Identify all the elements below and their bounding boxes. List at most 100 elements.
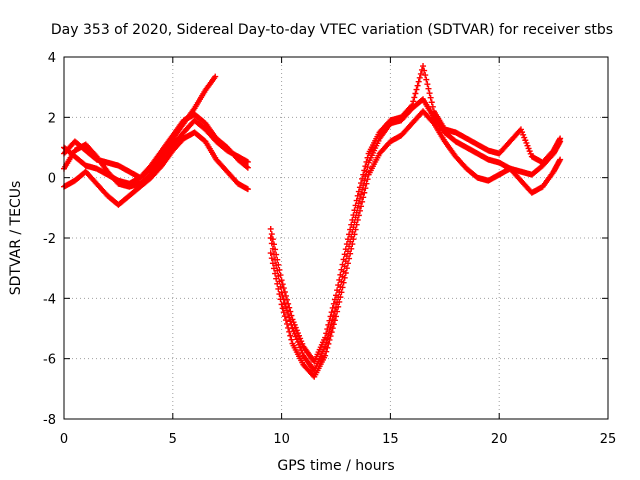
data-point (523, 139, 530, 146)
data-point (351, 207, 358, 214)
data-point (294, 339, 301, 346)
data-point (288, 312, 295, 319)
data-point (361, 167, 368, 174)
data-point (521, 134, 528, 141)
data-point (349, 241, 356, 248)
data-point (286, 328, 293, 335)
data-point (341, 274, 348, 281)
data-point (267, 225, 274, 232)
data-point (243, 163, 250, 170)
data-point (347, 250, 354, 257)
data-point (322, 352, 329, 359)
y-tick-label: 2 (48, 111, 56, 126)
data-point (296, 341, 303, 348)
data-point (337, 271, 344, 278)
data-point (269, 260, 276, 267)
x-tick-label: 25 (600, 432, 617, 447)
data-point (427, 94, 434, 101)
x-tick-label: 10 (273, 432, 290, 447)
data-point (292, 333, 299, 340)
y-tick-label: -4 (43, 292, 56, 307)
data-point (285, 324, 292, 331)
data-point (410, 98, 417, 105)
data-point (411, 94, 418, 101)
data-point (520, 131, 527, 138)
data-point (359, 198, 366, 205)
data-point (268, 255, 275, 262)
data-point (244, 186, 251, 193)
data-point (350, 236, 357, 243)
series-sat-track-2 (61, 96, 564, 374)
data-point (526, 148, 533, 155)
x-tick-label: 0 (60, 432, 68, 447)
data-point (272, 270, 279, 277)
data-point (353, 221, 360, 228)
data-point (351, 231, 358, 238)
data-point (348, 245, 355, 252)
y-tick-label: 0 (48, 172, 56, 187)
data-point (408, 103, 415, 110)
data-point (429, 119, 436, 126)
data-point (524, 142, 531, 149)
data-point (340, 279, 347, 286)
y-tick-label: -2 (43, 232, 56, 247)
data-point (287, 332, 294, 339)
y-axis: -8 -6 -4 -2 0 2 4 (43, 51, 608, 428)
data-point (415, 78, 422, 85)
y-axis-title: SDTVAR / TECUs (8, 181, 24, 296)
data-point (353, 197, 360, 204)
data-point (269, 236, 276, 243)
data-point (420, 63, 427, 70)
data-point (354, 192, 361, 199)
data-point (299, 349, 306, 356)
data-point (293, 336, 300, 343)
data-point (428, 99, 435, 106)
data-point (299, 340, 306, 347)
data-point (286, 304, 293, 311)
data-point (525, 145, 532, 152)
data-point (334, 287, 341, 294)
data-point (363, 180, 370, 187)
data-point (343, 241, 350, 248)
data-point (557, 135, 564, 142)
data-point (277, 272, 284, 279)
data-point (335, 282, 342, 289)
data-point (422, 72, 429, 79)
y-tick-label: -8 (43, 413, 56, 428)
y-tick-label: 4 (48, 51, 56, 66)
data-point (364, 154, 371, 161)
data-point (212, 73, 219, 80)
data-point (527, 150, 534, 157)
data-point (333, 292, 339, 299)
data-point (278, 301, 285, 308)
data-point (281, 313, 288, 320)
data-point (350, 212, 357, 219)
data-point (343, 265, 350, 272)
grid (64, 57, 608, 419)
data-point (244, 164, 251, 171)
data-point (278, 277, 285, 284)
data-point (290, 319, 297, 326)
data-point (327, 333, 334, 340)
data-point (517, 126, 524, 133)
data-point (267, 250, 274, 257)
data-point (361, 189, 368, 196)
data-point (293, 327, 300, 334)
data-point (323, 348, 330, 355)
data-point (355, 212, 362, 219)
data-point (330, 321, 337, 328)
data-point (330, 300, 337, 307)
data-point (244, 158, 251, 165)
data-point (424, 81, 431, 88)
data-point (356, 207, 363, 214)
data-point (280, 285, 287, 292)
data-point (356, 184, 363, 191)
data-point (282, 317, 289, 324)
data-point (334, 308, 341, 315)
data-point (416, 74, 423, 81)
data-point (281, 288, 288, 295)
data-point (268, 231, 275, 238)
data-point (338, 289, 345, 296)
data-point (358, 180, 365, 187)
chart-title: Day 353 of 2020, Sidereal Day-to-day VTE… (51, 22, 613, 38)
